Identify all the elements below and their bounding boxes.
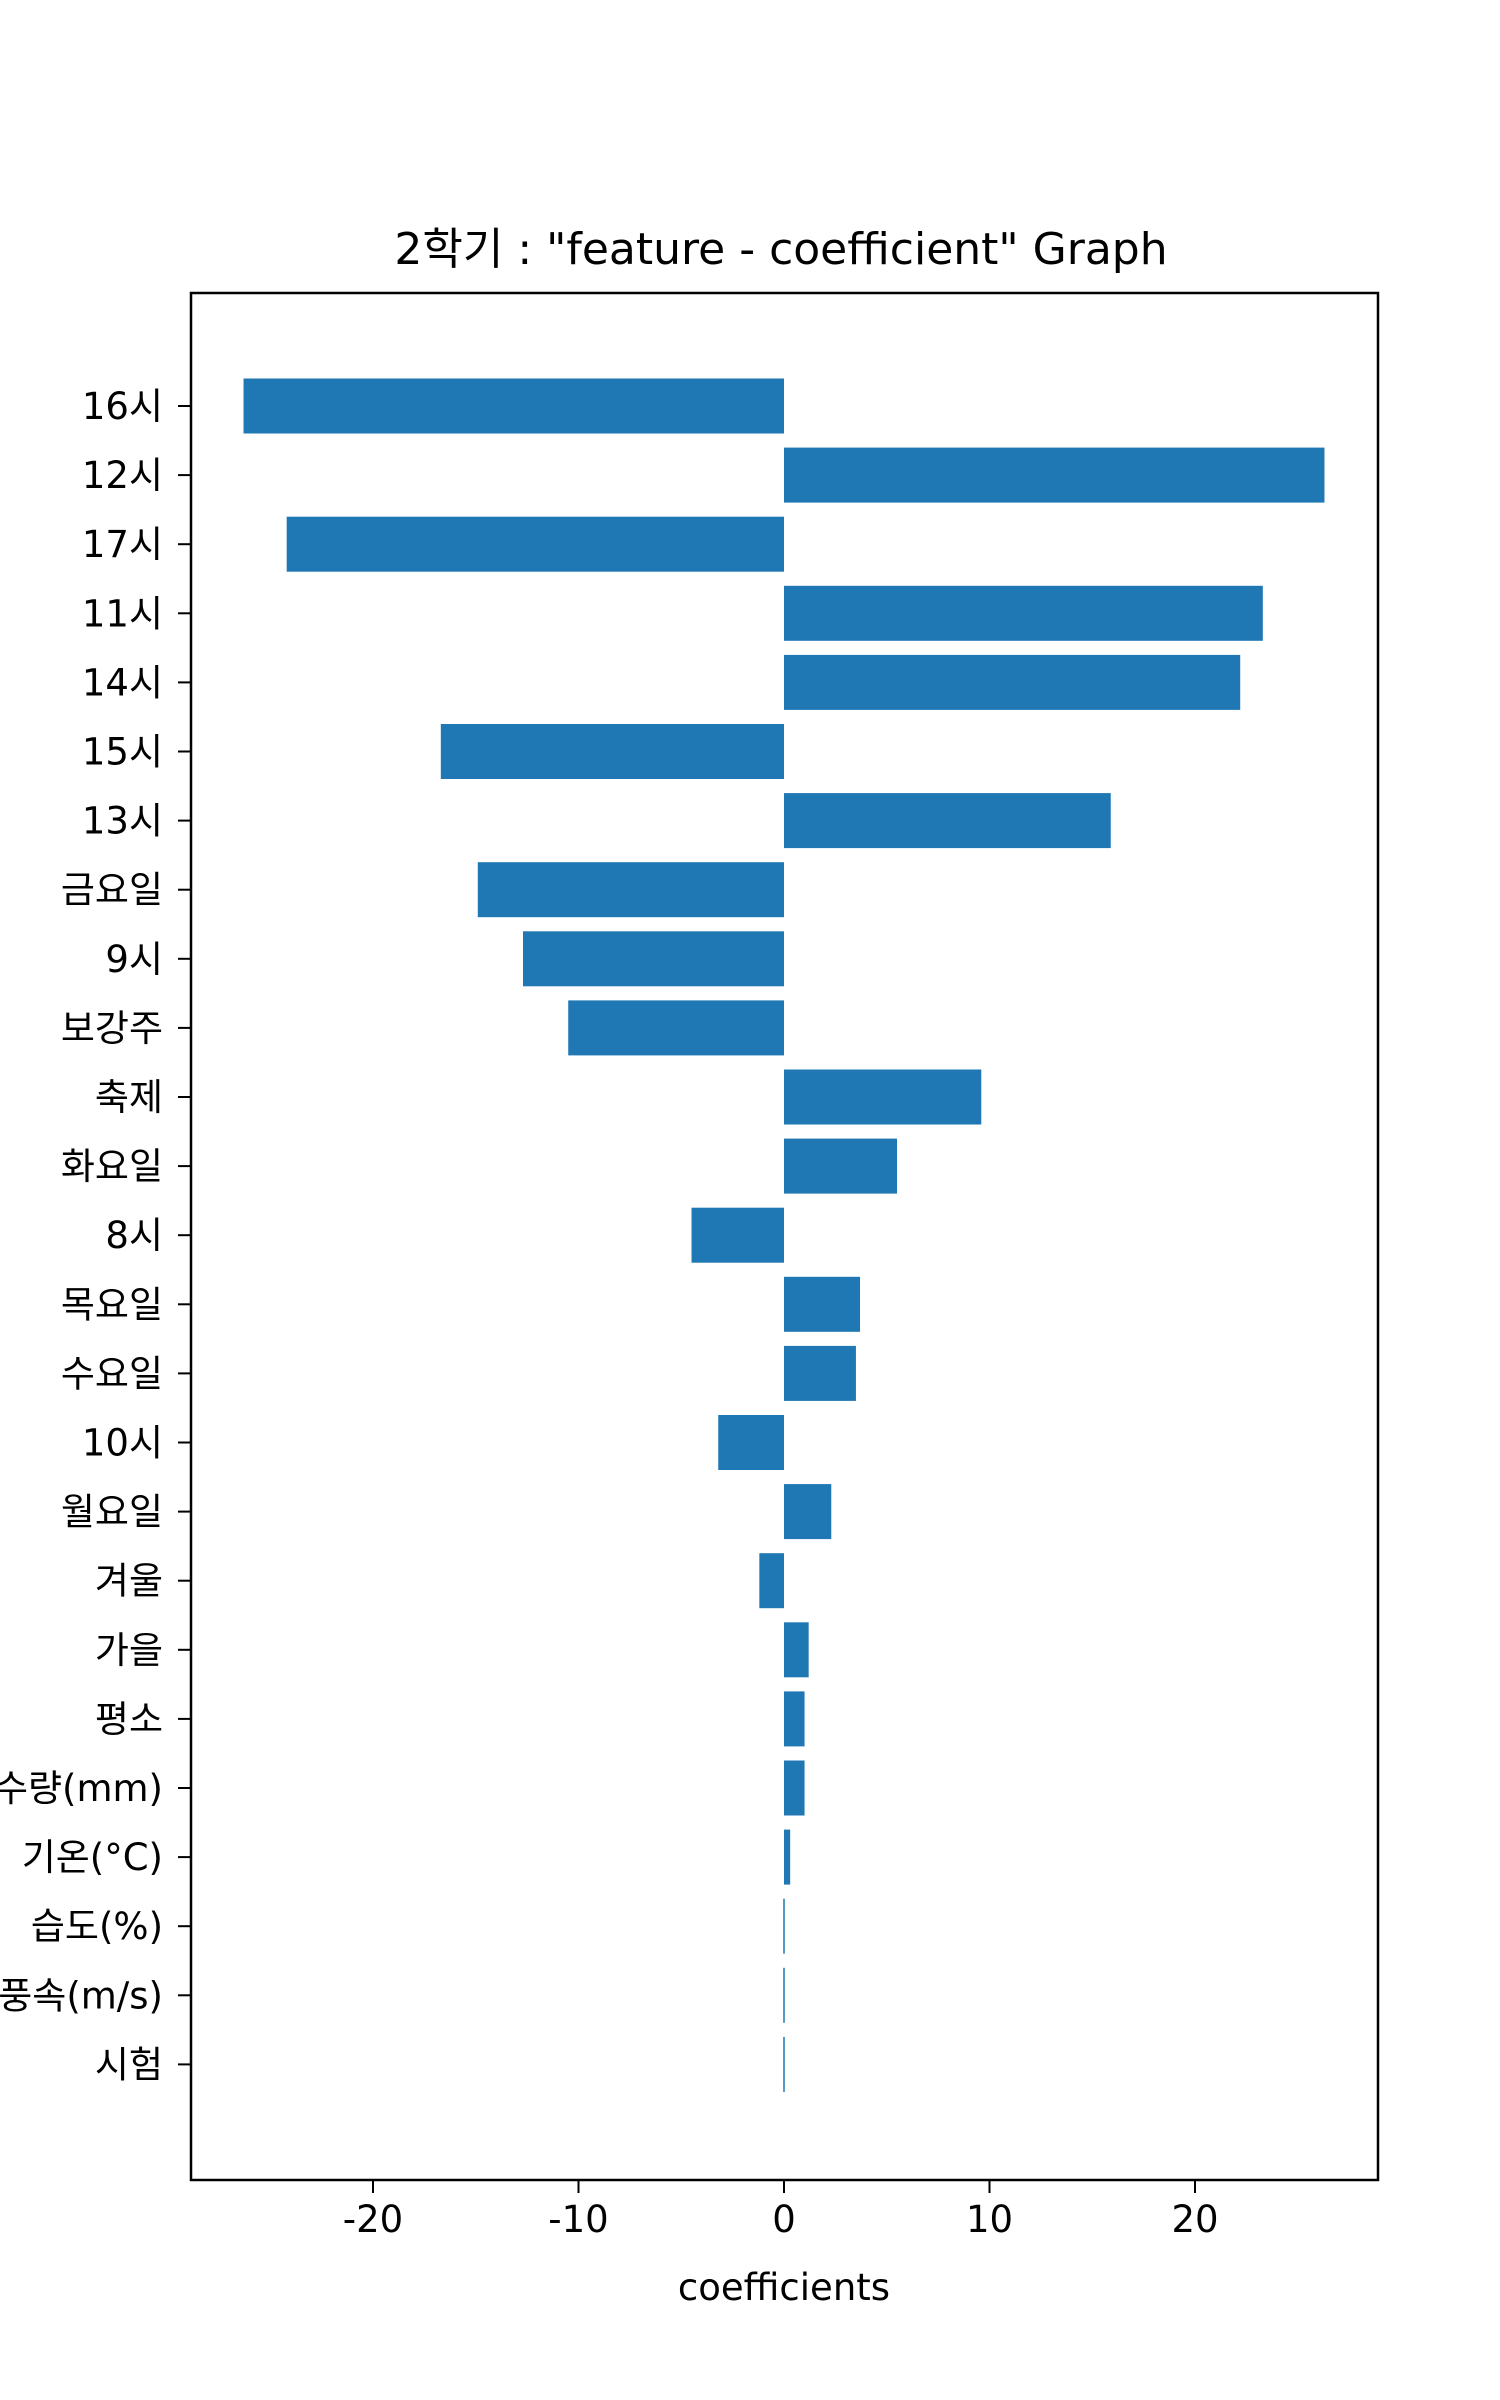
x-tick-label: 10 bbox=[966, 2198, 1013, 2241]
bar-20 bbox=[784, 1760, 805, 1816]
bar-16 bbox=[784, 1484, 832, 1540]
x-tick-label: -20 bbox=[343, 2198, 403, 2241]
bar-17 bbox=[759, 1553, 784, 1609]
bar-12 bbox=[691, 1207, 784, 1263]
y-tick-label: 풍속(m/s) bbox=[0, 1974, 163, 2017]
bar-15 bbox=[718, 1415, 784, 1470]
bar-0 bbox=[243, 378, 784, 434]
y-tick-label: 화요일 bbox=[61, 1145, 163, 1188]
x-axis: -20 -10 0 10 20 bbox=[343, 2180, 1219, 2241]
y-tick-label: 겨울 bbox=[95, 1560, 163, 1603]
bar-21 bbox=[784, 1829, 791, 1885]
bar-7 bbox=[477, 862, 784, 918]
bar-22 bbox=[783, 1898, 785, 1954]
bar-18 bbox=[784, 1622, 809, 1678]
y-tick-label: 8시 bbox=[105, 1214, 163, 1257]
y-tick-label: 강수량(mm) bbox=[0, 1767, 163, 1810]
y-tick-label: 16시 bbox=[82, 385, 163, 428]
y-tick-label: 17시 bbox=[82, 523, 163, 566]
bars-group bbox=[243, 378, 1325, 2092]
y-tick-label: 13시 bbox=[82, 800, 163, 843]
y-tick-label: 수요일 bbox=[61, 1352, 163, 1395]
bar-8 bbox=[523, 931, 784, 987]
y-tick-label: 금요일 bbox=[61, 869, 163, 912]
x-tick-label: 20 bbox=[1171, 2198, 1218, 2241]
bar-10 bbox=[784, 1069, 982, 1125]
y-tick-label: 9시 bbox=[105, 938, 163, 981]
x-tick-label: -10 bbox=[548, 2198, 608, 2241]
x-axis-label: coefficients bbox=[678, 2266, 890, 2309]
bar-19 bbox=[784, 1691, 805, 1747]
y-tick-label: 11시 bbox=[82, 592, 163, 635]
y-tick-label: 기온(°C) bbox=[22, 1836, 163, 1879]
y-tick-label: 목요일 bbox=[61, 1283, 163, 1326]
bar-11 bbox=[784, 1138, 898, 1194]
y-tick-label: 12시 bbox=[82, 454, 163, 497]
y-tick-label: 월요일 bbox=[61, 1491, 163, 1534]
chart-title: 2학기 : "feature - coefficient" Graph bbox=[394, 224, 1167, 275]
y-tick-label: 축제 bbox=[95, 1076, 163, 1119]
y-tick-label: 평소 bbox=[95, 1698, 163, 1741]
y-tick-label: 가을 bbox=[95, 1629, 163, 1672]
plot-frame bbox=[189, 291, 1380, 2182]
x-tick-label: 0 bbox=[772, 2198, 796, 2241]
bar-9 bbox=[568, 1000, 784, 1056]
bar-24 bbox=[783, 2036, 785, 2092]
bar-5 bbox=[440, 724, 784, 779]
bar-6 bbox=[784, 793, 1111, 849]
bar-3 bbox=[784, 585, 1263, 641]
bar-4 bbox=[784, 654, 1241, 710]
bar-23 bbox=[783, 1967, 785, 2023]
bar-13 bbox=[784, 1276, 861, 1332]
y-tick-label: 10시 bbox=[82, 1422, 163, 1465]
y-tick-label: 14시 bbox=[82, 661, 163, 704]
y-tick-label: 습도(%) bbox=[31, 1905, 163, 1948]
bar-1 bbox=[784, 447, 1325, 503]
y-tick-label: 보강주 bbox=[61, 1007, 163, 1050]
y-tick-label: 시험 bbox=[95, 2043, 163, 2086]
y-tick-label: 15시 bbox=[82, 731, 163, 774]
bar-14 bbox=[784, 1345, 856, 1401]
bar-2 bbox=[286, 516, 784, 572]
